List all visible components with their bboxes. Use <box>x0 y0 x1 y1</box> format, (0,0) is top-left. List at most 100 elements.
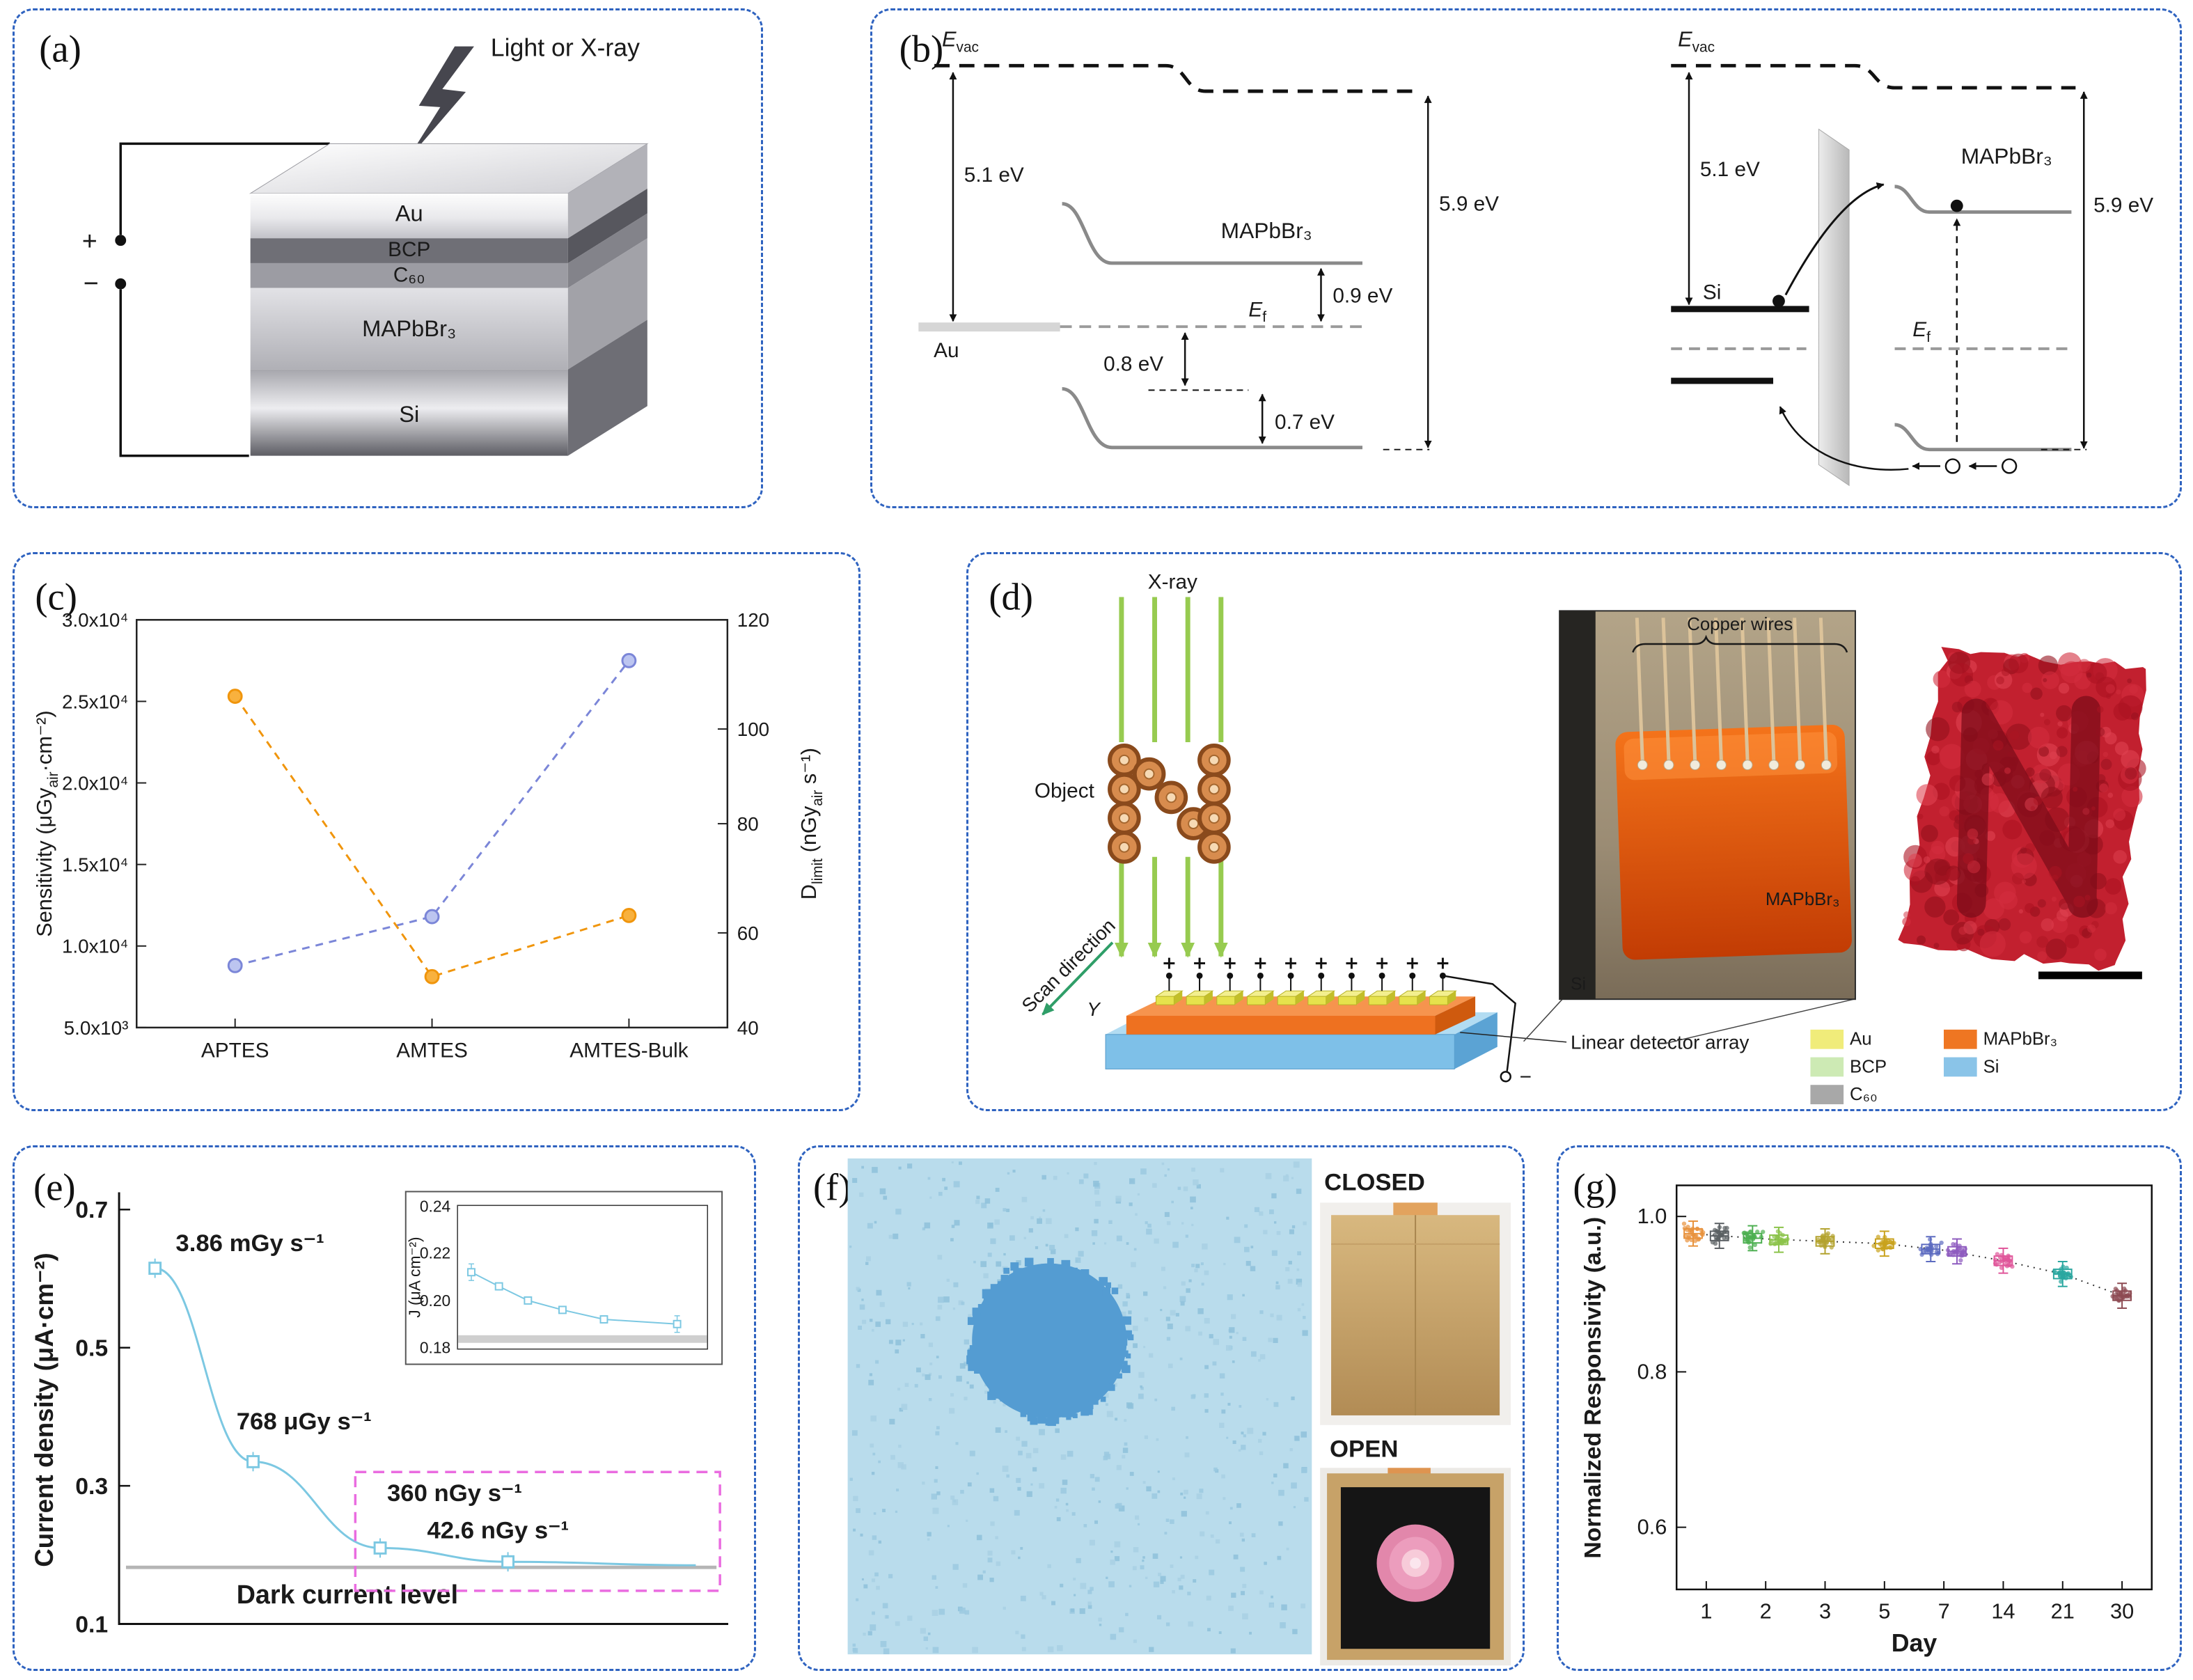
value-0-7ev: 0.7 eV <box>1275 411 1335 434</box>
wire-top <box>119 142 330 235</box>
copper-wires-brace <box>1632 634 1848 653</box>
dose-label-3: 360 nGy s⁻¹ <box>387 1480 522 1507</box>
data-point <box>373 1541 387 1555</box>
conduction-band-left <box>1062 202 1362 265</box>
ytick-right: 80 <box>737 813 759 835</box>
layer-bcp-side <box>567 188 647 263</box>
dose-chart-canvas: (e) 0.1 0.3 0.5 0.7 Current density (μA·… <box>30 1165 729 1638</box>
evac-label-left: Evac <box>942 27 979 56</box>
layer-perovskite-side <box>567 238 647 370</box>
valence-band-right <box>1894 423 2072 452</box>
electron-transfer-arrow <box>1784 182 1885 296</box>
detector-pixel <box>1429 996 1448 1005</box>
detector-pixel <box>1368 996 1388 1005</box>
decay-curve <box>155 1267 696 1567</box>
dark-current-label: Dark current level <box>237 1580 458 1609</box>
detector-pixel <box>1338 996 1357 1005</box>
detector-pixel <box>1399 996 1418 1005</box>
panel-label-a: (a) <box>39 27 81 70</box>
crystal-highlight <box>1624 732 1838 780</box>
scatter-point <box>1995 1252 2000 1257</box>
valence-band-left <box>1062 386 1362 450</box>
value-5-9ev-right: 5.9 eV <box>2093 194 2153 217</box>
crystal-photo <box>1615 724 1852 960</box>
scatter-point <box>2121 1286 2127 1292</box>
vacuum-level-right <box>1671 63 2076 90</box>
ytick: 0.7 <box>75 1197 108 1223</box>
ytick-left: 2.5x10⁴ <box>62 691 128 712</box>
inset-plot-frame <box>457 1204 709 1350</box>
scatter-point <box>1714 1237 1719 1242</box>
perovskite-label-left: MAPbBr₃ <box>1221 218 1312 243</box>
data-point <box>599 1315 608 1324</box>
au-label: Au <box>934 339 959 362</box>
xtick-amtes: AMTES <box>396 1039 468 1062</box>
xtick: 1 <box>1700 1599 1712 1624</box>
ytick: 0.8 <box>1637 1359 1667 1383</box>
object-label: Object <box>1035 779 1095 802</box>
x-tick-marks <box>234 1018 630 1028</box>
scatter-point <box>1928 1237 1933 1242</box>
box-plot <box>1921 1243 1941 1255</box>
inset-y-axis-title: J (μA cm⁻²) <box>406 1237 424 1317</box>
legend-swatch-bcp <box>1810 1057 1844 1077</box>
layer-label-si: Si <box>399 401 419 427</box>
detector-pixel <box>1247 996 1266 1005</box>
scatter-point <box>1820 1237 1825 1241</box>
ytick-marks <box>1676 1216 1687 1528</box>
scatter-point <box>1816 1239 1821 1245</box>
xray-label: X-ray <box>1148 571 1197 594</box>
xray-image-noise <box>849 1161 1309 1654</box>
detector-array-label: Linear detector array <box>1571 1032 1749 1053</box>
panel-f-box-imaging: (f) CLOSED OPEN <box>798 1145 1525 1671</box>
detector-film-front <box>1126 1016 1436 1035</box>
xtick: 5 <box>1878 1599 1890 1624</box>
layer-si <box>250 369 568 456</box>
xtick-amtes-bulk: AMTES-Bulk <box>569 1039 688 1062</box>
dose-label-2: 768 μGy s⁻¹ <box>237 1408 372 1435</box>
scatter-point <box>1888 1245 1894 1250</box>
imaged-circle <box>972 1263 1127 1418</box>
data-point <box>501 1555 515 1569</box>
right-axis-title: Dlimit (nGyair s⁻¹) <box>796 748 826 900</box>
ytick: 0.5 <box>75 1335 108 1362</box>
perovskite-crystal <box>1615 724 1852 960</box>
wire-bottom <box>119 289 249 457</box>
detector-pixel <box>1216 996 1236 1005</box>
inset-ytick: 0.20 <box>420 1292 450 1310</box>
ytick-marks <box>119 1209 130 1625</box>
panel-g-stability-chart: (g) 0.6 0.8 1.0 Normalized Responsivity … <box>1557 1145 2182 1671</box>
electron-dot-perovskite <box>1950 199 1963 212</box>
scatter-point <box>1752 1242 1757 1248</box>
xtick: 30 <box>2110 1599 2134 1624</box>
pink-object-center <box>1410 1557 1422 1569</box>
callout-line-1 <box>1523 998 1563 1042</box>
panel-e-dose-chart: (e) 0.1 0.3 0.5 0.7 Current density (μA·… <box>13 1145 756 1671</box>
dose-label-1: 3.86 mGy s⁻¹ <box>175 1230 324 1257</box>
scatter-point <box>1748 1229 1753 1234</box>
ef-label-right: Ef <box>1912 318 1931 345</box>
conduction-band-right <box>1894 185 2072 214</box>
ytick: 1.0 <box>1637 1204 1667 1228</box>
legend: Au BCP C₆₀ MAPbBr₃ Si <box>1810 1030 2057 1104</box>
lightning-bolt-icon <box>406 46 474 162</box>
electrode-terminal <box>1500 1071 1511 1083</box>
au-fermi-band <box>918 322 1060 332</box>
data-point <box>424 968 440 984</box>
scatter-point <box>2114 1296 2119 1301</box>
legend-label-au: Au <box>1850 1030 1872 1049</box>
layer-au <box>250 193 568 239</box>
closed-box-photo <box>1320 1202 1511 1425</box>
panel-c-sensitivity-chart: (c) 5.0x10³ 1.0x10⁴ 1.5x10⁴ 2.0x10⁴ 2.5x… <box>13 552 860 1111</box>
data-point <box>494 1282 503 1291</box>
detector-pixel-array <box>1154 957 1516 1083</box>
ef-label-left: Ef <box>1248 298 1266 325</box>
copper-wires-label: Copper wires <box>1687 615 1793 634</box>
xray-beams-top <box>1119 597 1224 742</box>
legend-swatch-perovskite <box>1944 1029 1977 1049</box>
scatter-point <box>1934 1244 1939 1249</box>
ytick-left: 5.0x10³ <box>64 1017 129 1039</box>
left-axis-title: Sensitivity (μGyair·cm⁻²) <box>32 710 61 936</box>
copper-object <box>1108 743 1231 864</box>
scale-bar <box>2038 971 2142 980</box>
